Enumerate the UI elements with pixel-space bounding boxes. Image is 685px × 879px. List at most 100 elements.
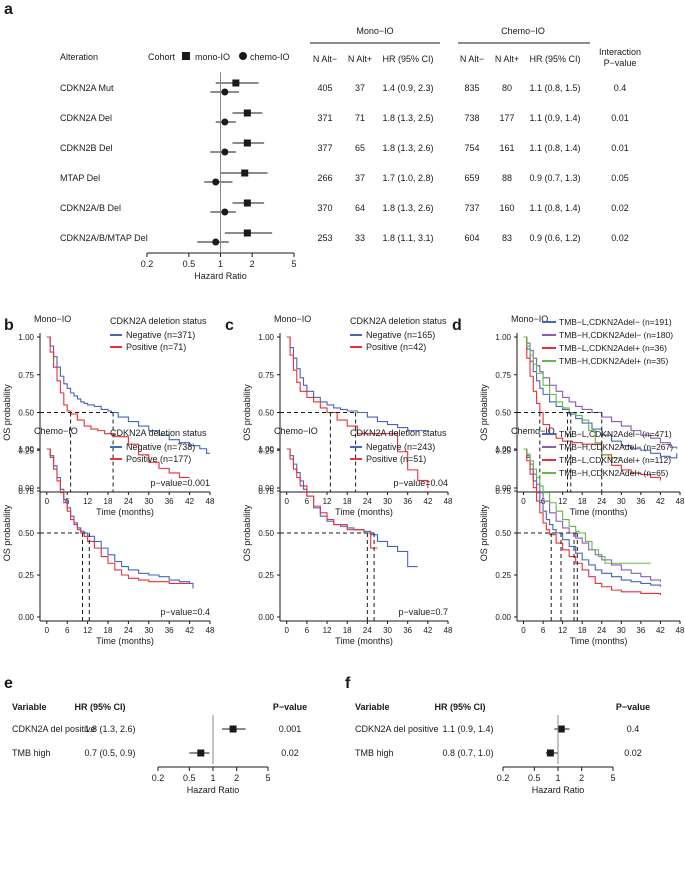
x-tick-label: 36 <box>636 497 645 506</box>
forest-hr-text: 0.8 (0.7, 1.0) <box>442 748 493 758</box>
forest-pvalue: 0.001 <box>279 724 302 734</box>
km-curve-blue <box>523 336 678 459</box>
chemo-n-pos: 80 <box>502 83 512 93</box>
legend-square-marker <box>182 52 190 60</box>
x-tick-label: 24 <box>363 497 372 506</box>
hr-tick-label: 0.2 <box>141 259 154 269</box>
x-tick-label: 12 <box>323 626 332 635</box>
x-tick-label: 24 <box>124 497 133 506</box>
chemo-n-pos: 177 <box>499 113 514 123</box>
y-tick-label: 0.25 <box>18 571 34 580</box>
km-pvalue: p−value=0.04 <box>393 478 448 488</box>
x-tick-label: 24 <box>597 626 606 635</box>
forest-tick-label: 2 <box>579 773 584 783</box>
km-title: Chemo−IO <box>34 426 78 436</box>
chemo-n-neg: 835 <box>464 83 479 93</box>
x-tick-label: 48 <box>206 626 215 635</box>
y-tick-label: 0.25 <box>258 571 274 580</box>
x-axis-label: Time (months) <box>335 507 393 517</box>
km-title: Mono−IO <box>511 314 548 324</box>
y-tick-label: 0.25 <box>495 446 511 455</box>
y-tick-label: 0.25 <box>495 571 511 580</box>
x-tick-label: 30 <box>144 497 153 506</box>
x-tick-label: 48 <box>676 626 685 635</box>
km-curve-red <box>523 448 661 596</box>
km-legend-item: Negative (n=165) <box>366 330 435 340</box>
km-legend-item: TMB−H,CDKN2Adel− (n=180) <box>559 330 673 340</box>
x-tick-label: 0 <box>284 497 289 506</box>
mono-n-neg: 370 <box>317 203 332 213</box>
mono-hr-square <box>243 139 251 147</box>
x-tick-label: 0 <box>521 626 526 635</box>
mono-hr: 1.8 (1.3, 2.6) <box>382 143 433 153</box>
y-axis-label: OS probability <box>479 504 489 561</box>
x-tick-label: 42 <box>423 626 432 635</box>
x-tick-label: 18 <box>104 626 113 635</box>
hr-tick-label: 5 <box>291 259 296 269</box>
hr-tick-label: 1 <box>218 259 223 269</box>
alteration-label: MTAP Del <box>60 173 100 183</box>
km-curve-red <box>286 448 378 549</box>
y-tick-label: 0.50 <box>495 409 511 418</box>
mono-hr-square <box>243 109 251 117</box>
km-curve-blue <box>286 336 428 432</box>
x-tick-label: 24 <box>363 626 372 635</box>
chemo-n-neg: 738 <box>464 113 479 123</box>
x-tick-label: 12 <box>83 626 92 635</box>
y-tick-label: 0.00 <box>18 613 34 622</box>
km-curve-blue <box>46 448 194 589</box>
x-tick-label: 42 <box>185 626 194 635</box>
forest-tick-label: 0.2 <box>152 773 165 783</box>
km-pvalue: p−value=0.4 <box>160 607 210 617</box>
chemo-hr-circle <box>221 118 229 126</box>
forest-tick-label: 1 <box>210 773 215 783</box>
km-legend-item: Negative (n=243) <box>366 442 435 452</box>
chemo-n-pos: 160 <box>499 203 514 213</box>
y-tick-label: 1.00 <box>18 445 34 454</box>
km-legend-title: CDKN2A deletion status <box>110 316 207 326</box>
x-tick-label: 0 <box>45 497 50 506</box>
forest-p-header: P−value <box>273 702 307 712</box>
km-legend-item: Negative (n=738) <box>126 442 195 452</box>
km-legend-item: TMB−H,CDKN2Adel+ (n=35) <box>559 356 669 366</box>
y-tick-label: 0.75 <box>18 487 34 496</box>
y-axis-label: OS probability <box>479 384 489 441</box>
y-tick-label: 0.25 <box>18 446 34 455</box>
mono-hr-square <box>243 199 251 207</box>
panel-label-e: e <box>4 675 13 692</box>
chemo-n-neg: 604 <box>464 233 479 243</box>
km-legend-item: Positive (n=42) <box>366 342 426 352</box>
mono-n-neg: 253 <box>317 233 332 243</box>
y-tick-label: 0.75 <box>18 371 34 380</box>
x-tick-label: 12 <box>323 497 332 506</box>
group-header-mono: Mono−IO <box>356 26 393 36</box>
forest-axis-label: Hazard Ratio <box>187 785 240 795</box>
km-legend-item: TMB−L,CDKN2Adel+ (n=112) <box>559 455 671 465</box>
x-tick-label: 42 <box>185 497 194 506</box>
x-axis-label: Time (months) <box>335 636 393 646</box>
alteration-label: CDKN2A/B Del <box>60 203 121 213</box>
y-tick-label: 0.50 <box>258 409 274 418</box>
panel-label-b: b <box>4 317 14 334</box>
forest-hr-header: HR (95% CI) <box>74 702 125 712</box>
x-tick-label: 48 <box>444 626 453 635</box>
y-tick-label: 1.00 <box>258 333 274 342</box>
y-tick-label: 0.75 <box>258 371 274 380</box>
x-tick-label: 42 <box>656 626 665 635</box>
km-curve-red <box>46 448 190 584</box>
x-tick-label: 12 <box>558 626 567 635</box>
y-tick-label: 1.00 <box>258 445 274 454</box>
forest-axis-label: Hazard Ratio <box>532 785 585 795</box>
forest-variable-header: Variable <box>12 702 47 712</box>
chemo-n-neg: 754 <box>464 143 479 153</box>
x-tick-label: 18 <box>343 497 352 506</box>
y-tick-label: 1.00 <box>495 445 511 454</box>
col-alteration-header: Alteration <box>60 52 98 62</box>
km-legend-item: TMB−L,CDKN2Adel− (n=191) <box>559 317 672 327</box>
y-tick-label: 0.00 <box>495 613 511 622</box>
x-tick-label: 42 <box>656 497 665 506</box>
x-tick-label: 6 <box>305 626 310 635</box>
forest-tick-label: 5 <box>610 773 615 783</box>
group-header-chemo: Chemo−IO <box>501 26 545 36</box>
x-tick-label: 30 <box>617 626 626 635</box>
